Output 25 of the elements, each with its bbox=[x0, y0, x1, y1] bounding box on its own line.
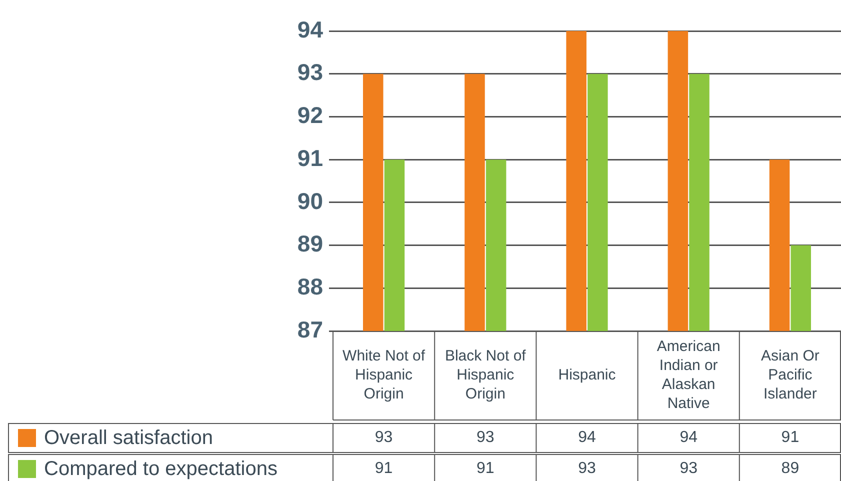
data-label: 94 bbox=[578, 428, 596, 446]
data-label: 91 bbox=[374, 460, 393, 477]
x-tick-label: White Not of Hispanic Origin bbox=[342, 348, 426, 403]
data-label: 91 bbox=[476, 460, 494, 477]
y-tick-label: 93 bbox=[297, 59, 323, 86]
y-tick-label: 88 bbox=[297, 273, 324, 300]
data-label: 93 bbox=[680, 460, 698, 477]
y-tick-label: 90 bbox=[297, 188, 323, 214]
data-label: 89 bbox=[781, 460, 800, 477]
y-tick-label: 92 bbox=[297, 102, 323, 128]
y-tick-label: 87 bbox=[297, 316, 323, 342]
x-tick-label: American Indian or Alaskan Native bbox=[656, 338, 720, 412]
y-tick-label: 94 bbox=[297, 16, 324, 42]
y-tick-label: 91 bbox=[297, 144, 324, 171]
data-label: 94 bbox=[680, 428, 698, 446]
data-label: 93 bbox=[374, 428, 393, 446]
data-label: 91 bbox=[781, 428, 800, 446]
data-label: 93 bbox=[578, 460, 596, 477]
x-tick-label: Black Not of Hispanic Origin bbox=[444, 348, 527, 403]
data-label: 93 bbox=[476, 428, 494, 446]
legend-label: Compared to expectations bbox=[44, 458, 278, 480]
x-tick-label: Hispanic bbox=[558, 366, 616, 384]
legend-label: Overall satisfaction bbox=[44, 427, 213, 450]
y-tick-label: 89 bbox=[297, 230, 323, 257]
x-tick-label: Asian Or Pacific Islander bbox=[761, 348, 820, 403]
